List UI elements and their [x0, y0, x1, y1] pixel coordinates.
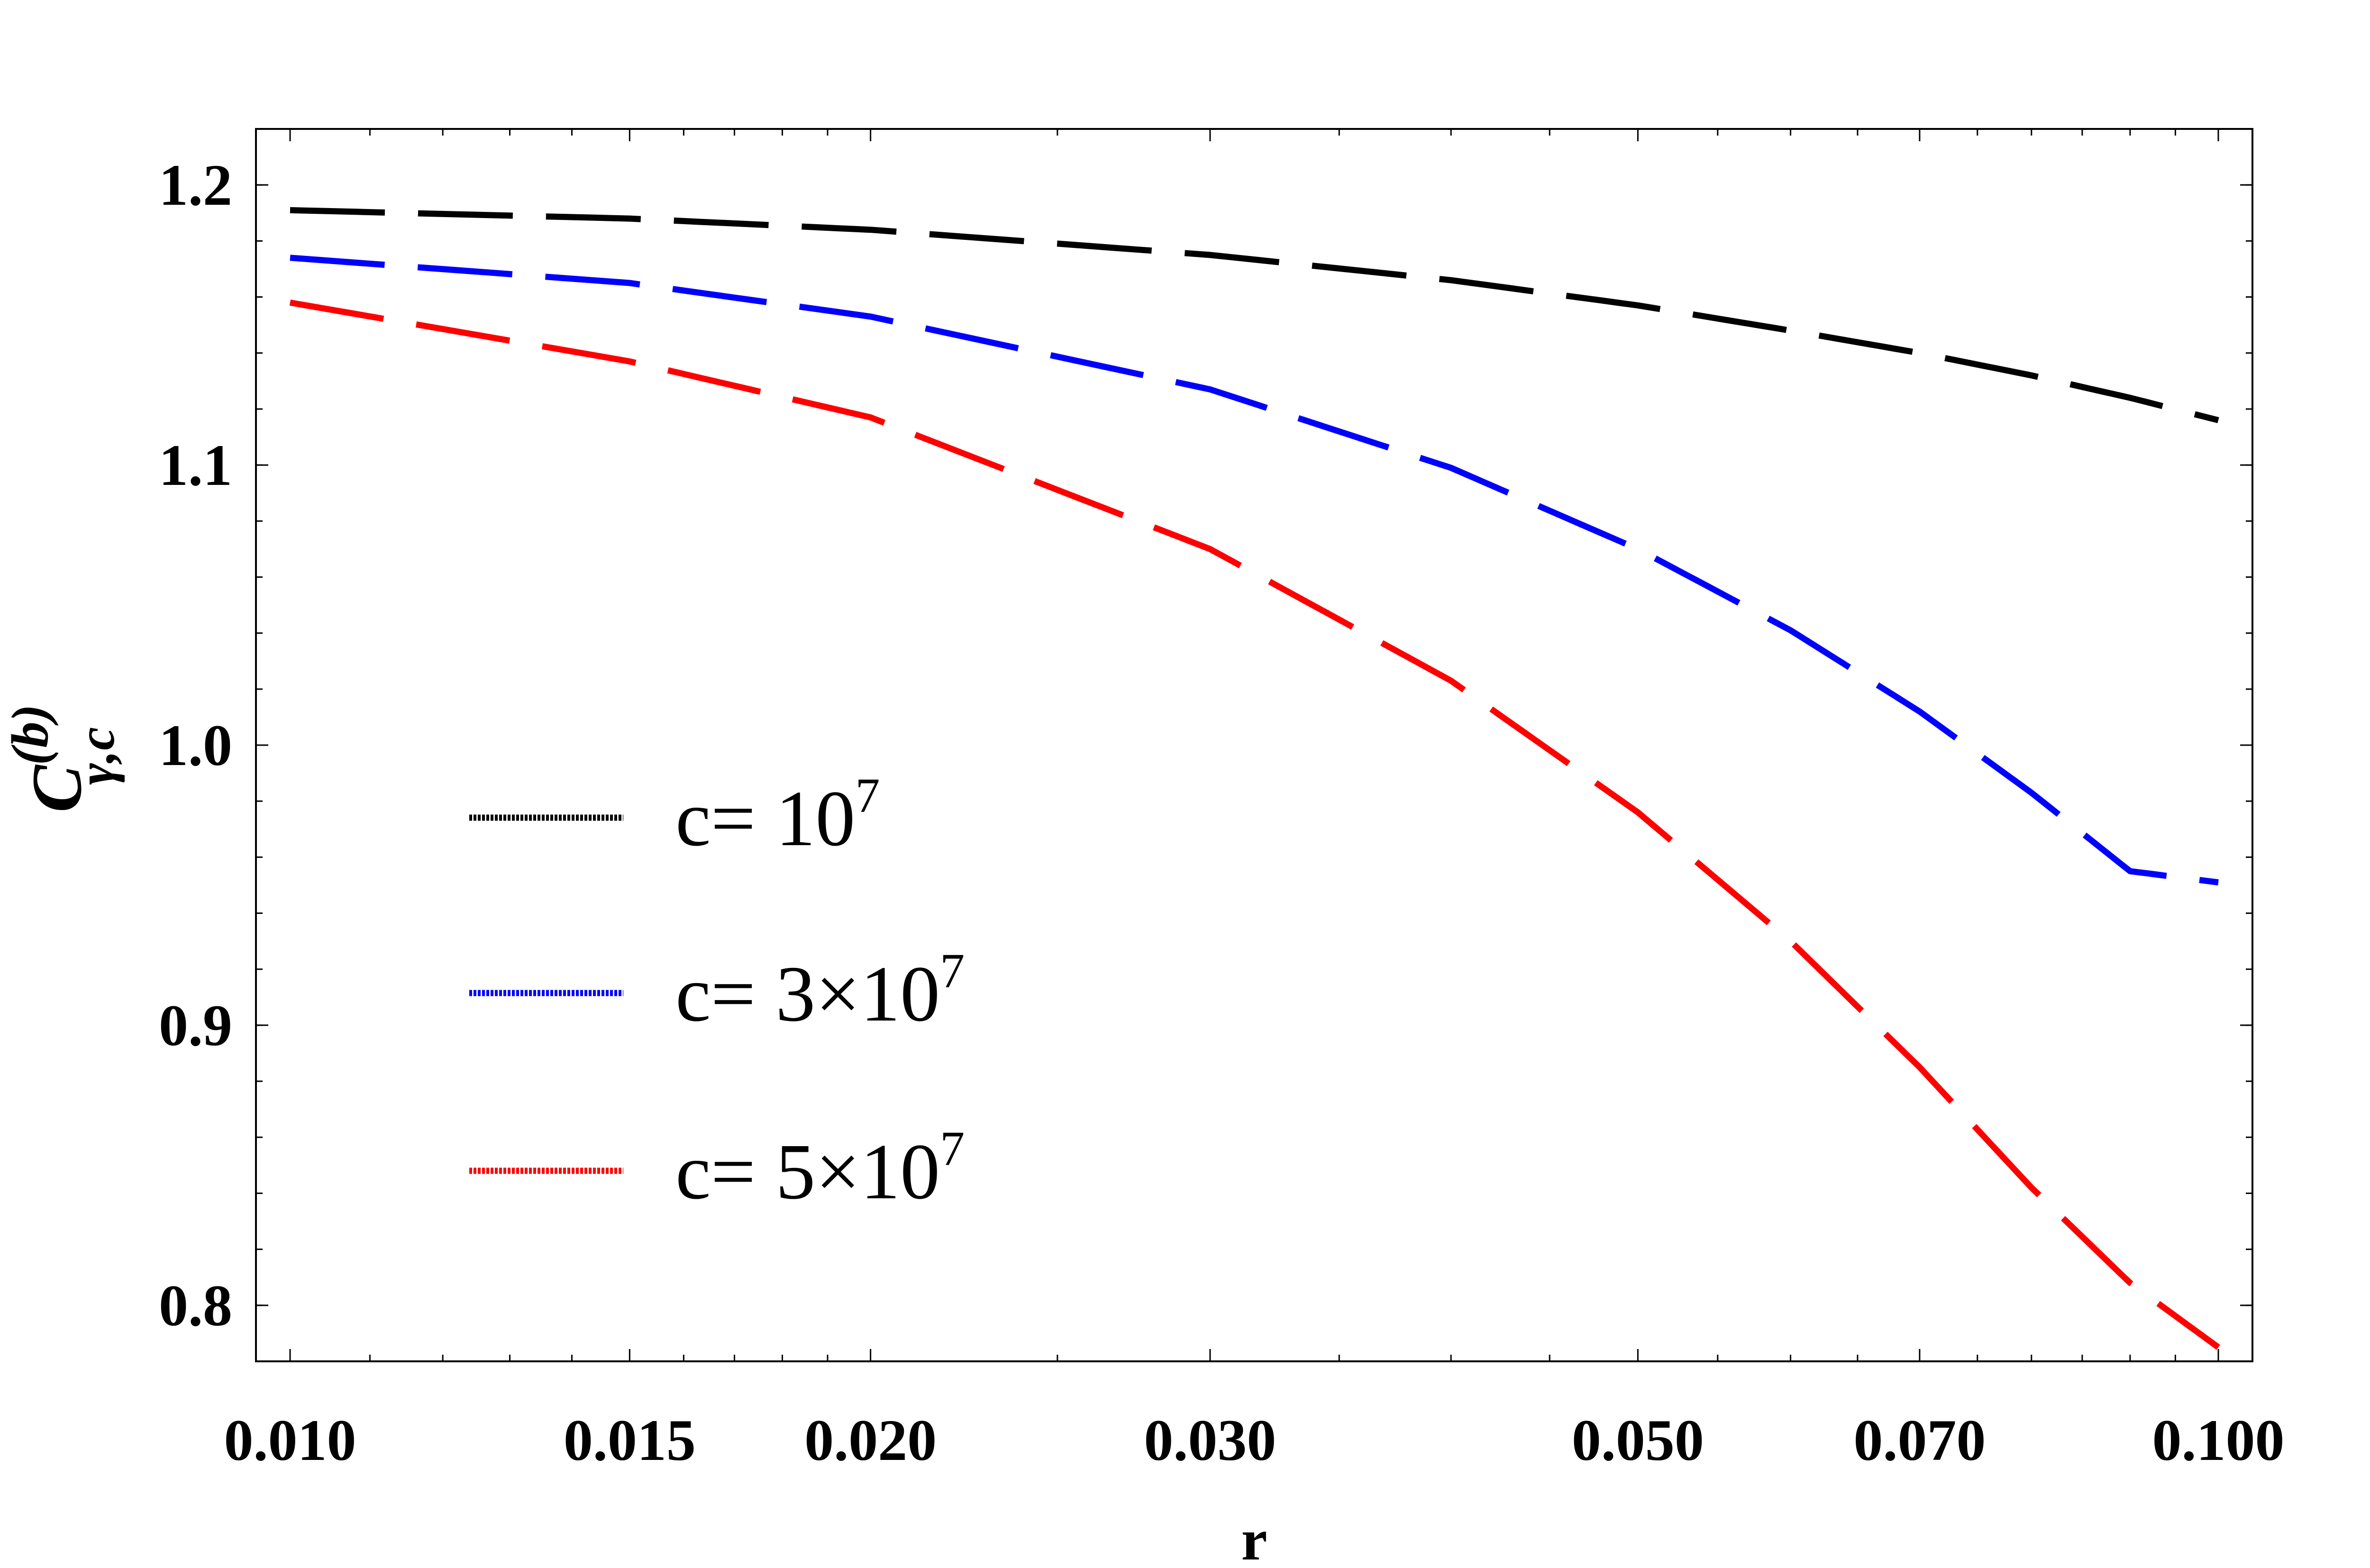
- y-axis-title-subscript: γ,c: [67, 727, 125, 785]
- legend-label-prefix: c= 3×: [675, 950, 860, 1038]
- legend-label-prefix: c= 5×: [675, 1128, 860, 1216]
- plot-frame: [255, 128, 2253, 1362]
- y-tick-label: 1.2: [159, 153, 232, 218]
- x-tick-label: 0.100: [2152, 1408, 2285, 1473]
- y-axis-title-superscript: (b): [1, 704, 59, 765]
- y-tick-label: 1.1: [159, 433, 232, 498]
- legend-label-exponent: 7: [940, 944, 965, 998]
- x-tick-label: 0.015: [564, 1408, 696, 1473]
- series-line-1: [290, 207, 2219, 423]
- series-line-3: [289, 299, 2220, 1350]
- y-tick-label: 0.9: [159, 993, 232, 1058]
- x-tick-label: 0.020: [804, 1408, 937, 1473]
- legend-label-exponent: 7: [855, 768, 880, 823]
- x-axis-title: r: [1241, 1507, 1267, 1568]
- legend-label-base: 10: [860, 950, 940, 1038]
- legend-label-base: 10: [775, 775, 855, 863]
- x-tick-label: 0.010: [224, 1408, 356, 1473]
- series-layer: [289, 207, 2220, 1350]
- x-tick-label: 0.050: [1572, 1408, 1704, 1473]
- x-tick-label: 0.030: [1144, 1408, 1276, 1473]
- legend-label-prefix: c=: [675, 775, 775, 863]
- y-axis-title: C(b) γ,c: [1, 704, 125, 812]
- legend-label-3: c= 5×107: [675, 1121, 965, 1216]
- svg-text:C(b)γ,c: C(b) γ,c: [1, 704, 125, 812]
- y-tick-label: 1.0: [159, 713, 232, 778]
- legend-label-exponent: 7: [940, 1121, 965, 1176]
- legend-label-2: c= 3×107: [675, 944, 965, 1038]
- y-axis-title-base: C: [18, 764, 96, 812]
- legend-label-base: 10: [860, 1128, 940, 1216]
- ticks-layer: 0.010 0.015 0.020 0.030 0.050 0.070 0.100 0.8 0.…: [159, 129, 2285, 1473]
- legend-label-1: c= 107: [675, 768, 880, 863]
- y-tick-label: 0.8: [159, 1273, 232, 1338]
- x-tick-label: 0.070: [1853, 1408, 1986, 1473]
